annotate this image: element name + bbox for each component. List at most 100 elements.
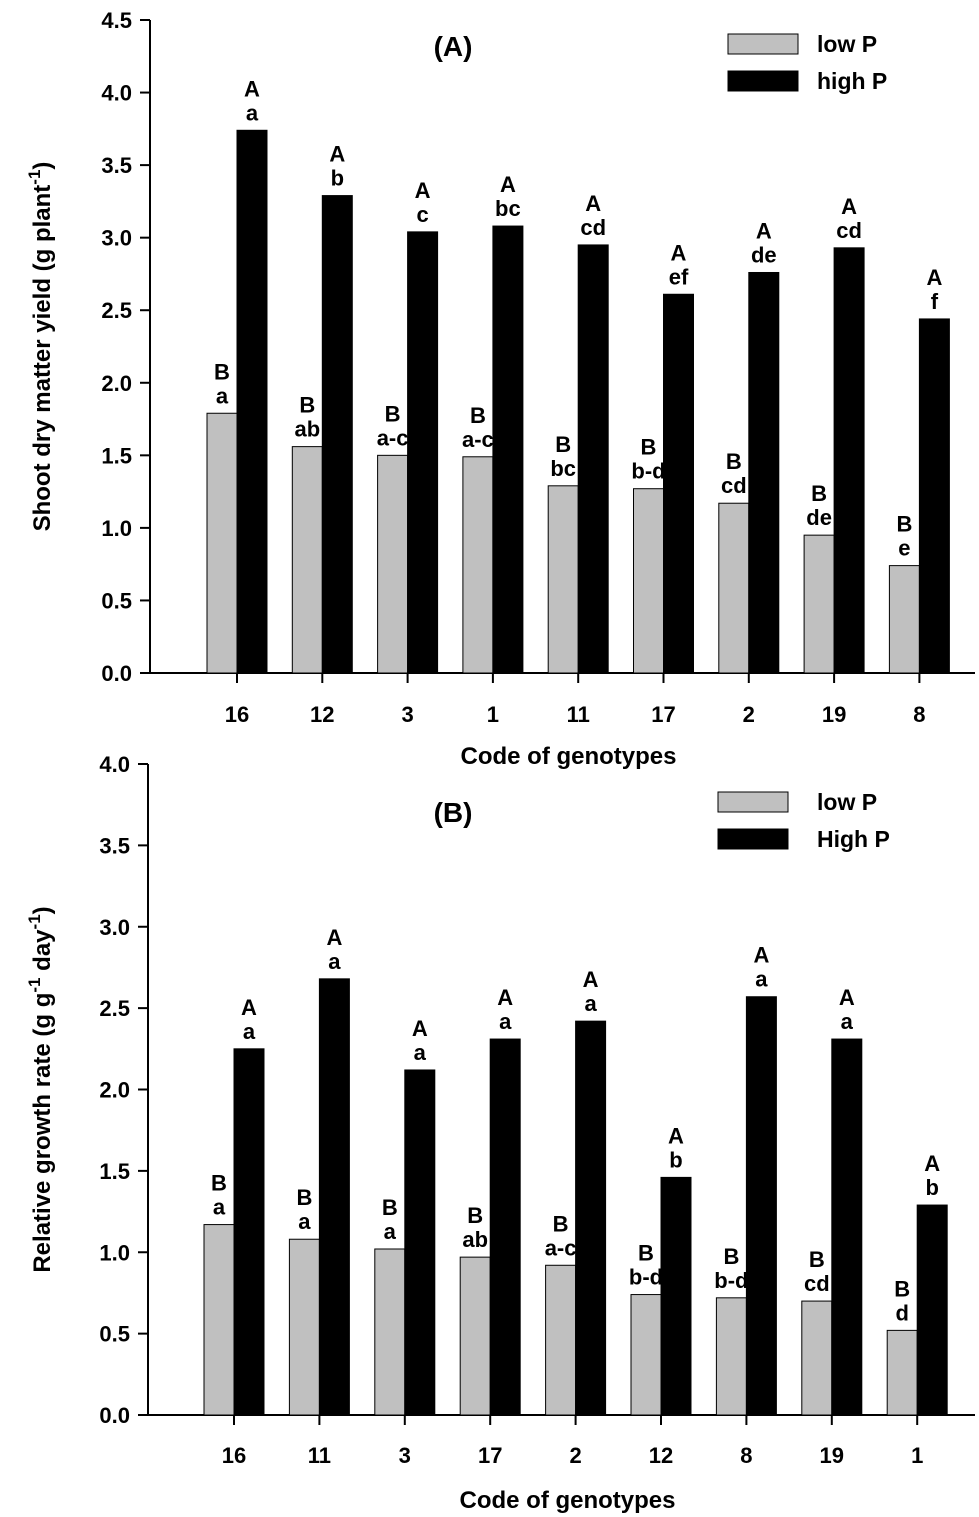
legend-swatch	[727, 70, 799, 92]
significance-letter-upper: A	[415, 178, 431, 203]
panel-b-chart: 0.00.51.01.52.02.53.03.54.016aBaA11aBaA3…	[25, 752, 975, 1514]
significance-letter-lower: cd	[721, 473, 747, 498]
significance-letter-upper: B	[467, 1203, 483, 1228]
y-tick-label: 2.0	[101, 371, 132, 396]
significance-letter-lower: a	[414, 1040, 427, 1065]
significance-letter-lower: bc	[550, 456, 576, 481]
significance-letter-lower: b-d	[714, 1268, 748, 1293]
significance-letter-lower: a-c	[545, 1235, 577, 1260]
significance-letter-upper: A	[668, 1123, 684, 1148]
significance-letter-upper: A	[497, 985, 513, 1010]
significance-letter-upper: B	[555, 432, 571, 457]
bar-low-p	[545, 1264, 577, 1416]
legend-swatch	[717, 791, 789, 813]
bar-high-p	[916, 1204, 948, 1416]
y-axis-title-superscript: -1	[25, 977, 44, 992]
y-tick-label: 4.0	[101, 81, 132, 106]
y-tick-label: 1.5	[101, 443, 132, 468]
legend-swatch	[717, 828, 789, 850]
y-tick-label: 3.5	[99, 833, 130, 858]
y-tick-label: 2.0	[99, 1078, 130, 1103]
legend-label: high P	[817, 68, 887, 94]
significance-letter-lower: ab	[462, 1227, 488, 1252]
bar-low-p	[288, 1238, 320, 1416]
x-axis-title: Code of genotypes	[460, 743, 676, 770]
bar-low-p	[374, 1248, 406, 1416]
significance-letter-upper: B	[299, 393, 315, 418]
x-tick-label: 3	[399, 1443, 411, 1468]
y-axis-title-text: Relative growth rate (g g	[29, 993, 56, 1273]
panel-label: (B)	[434, 797, 473, 828]
significance-letter-upper: A	[671, 240, 687, 265]
y-tick-label: 3.0	[99, 915, 130, 940]
bar-low-p	[459, 1256, 491, 1416]
x-tick-label: 1	[911, 1443, 923, 1468]
significance-letter-upper: B	[894, 1276, 910, 1301]
bar-high-p	[407, 231, 439, 674]
significance-letter-upper: A	[244, 76, 260, 101]
significance-letter-lower: a	[213, 1195, 226, 1220]
bar-low-p	[888, 565, 920, 674]
y-axis-title-text: Shoot dry matter yield (g plant	[29, 185, 56, 532]
bar-high-p	[575, 1020, 607, 1416]
significance-letter-upper: B	[641, 435, 657, 460]
bar-low-p	[715, 1297, 747, 1416]
y-tick-label: 0.0	[101, 661, 132, 686]
significance-letter-upper: A	[926, 265, 942, 290]
bar-low-p	[547, 485, 579, 674]
x-tick-label: 17	[651, 702, 675, 727]
bar-high-p	[748, 271, 780, 674]
significance-letter-upper: B	[385, 401, 401, 426]
significance-letter-upper: A	[756, 218, 772, 243]
bar-high-p	[918, 318, 950, 674]
significance-letter-lower: a	[755, 967, 768, 992]
legend-swatch	[727, 33, 799, 55]
bar-low-p	[291, 446, 323, 674]
significance-letter-upper: A	[500, 172, 516, 197]
x-tick-label: 12	[649, 1443, 673, 1468]
significance-letter-upper: B	[296, 1185, 312, 1210]
significance-letter-lower: a-c	[377, 425, 409, 450]
x-tick-label: 8	[740, 1443, 752, 1468]
significance-letter-upper: B	[638, 1241, 654, 1266]
significance-letter-upper: A	[841, 194, 857, 219]
y-axis-title-text: day	[29, 929, 56, 978]
x-tick-label: 11	[308, 1443, 331, 1468]
bar-high-p	[663, 293, 694, 674]
significance-letter-lower: ab	[294, 417, 320, 442]
legend-label: High P	[817, 826, 890, 852]
bar-high-p	[321, 195, 353, 674]
bar-high-p	[492, 225, 524, 674]
significance-letter-lower: ef	[669, 264, 689, 289]
bar-low-p	[462, 456, 494, 674]
y-axis-title-text: )	[29, 162, 56, 170]
y-tick-label: 3.5	[101, 153, 132, 178]
y-tick-label: 2.5	[101, 298, 132, 323]
significance-letter-upper: B	[809, 1247, 825, 1272]
significance-letter-lower: cd	[836, 218, 862, 243]
bar-high-p	[236, 129, 268, 674]
bar-high-p	[833, 247, 865, 674]
significance-letter-upper: B	[723, 1244, 739, 1269]
significance-letter-lower: a	[328, 949, 341, 974]
y-axis-title-superscript: -1	[25, 170, 44, 185]
x-tick-label: 16	[225, 702, 249, 727]
significance-letter-lower: a	[841, 1009, 854, 1034]
significance-letter-lower: de	[806, 505, 832, 530]
bar-high-p	[660, 1176, 692, 1416]
significance-letter-upper: B	[211, 1171, 227, 1196]
bar-low-p	[203, 1224, 235, 1416]
significance-letter-lower: b	[669, 1147, 682, 1172]
x-tick-label: 3	[401, 702, 413, 727]
y-axis-title-superscript: -1	[25, 914, 44, 929]
significance-letter-upper: B	[811, 481, 827, 506]
significance-letter-lower: de	[751, 242, 777, 267]
significance-letter-upper: B	[726, 449, 742, 474]
bar-low-p	[630, 1294, 662, 1416]
bar-low-p	[803, 534, 835, 674]
significance-letter-upper: A	[412, 1016, 428, 1041]
legend-label: low P	[817, 789, 877, 815]
bar-low-p	[801, 1300, 833, 1416]
significance-letter-upper: B	[214, 359, 230, 384]
x-tick-label: 19	[822, 702, 846, 727]
